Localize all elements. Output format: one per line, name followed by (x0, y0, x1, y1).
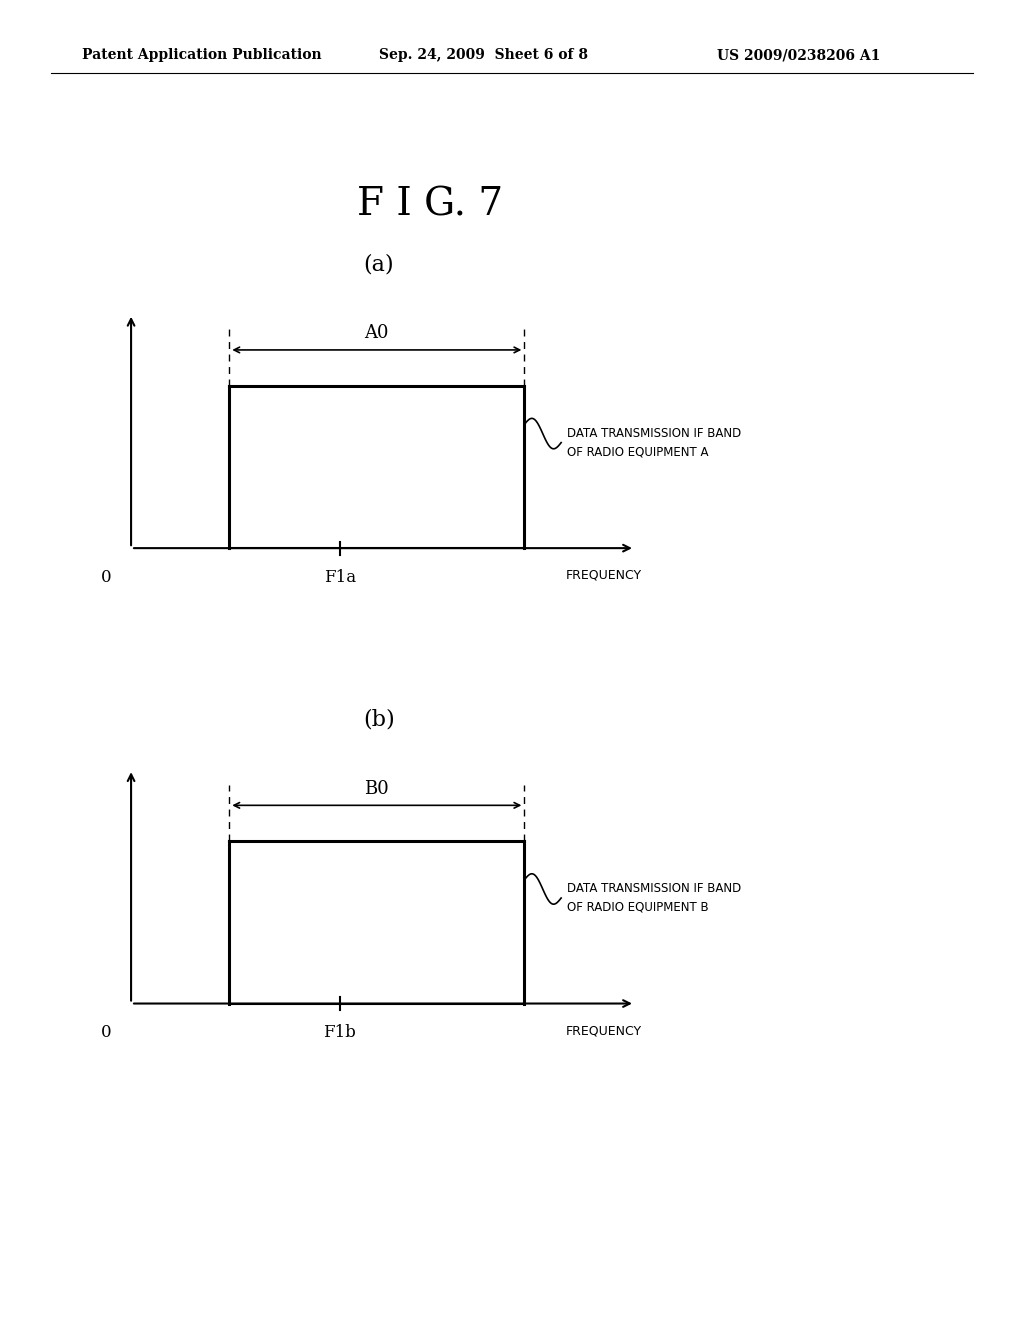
Text: (a): (a) (364, 253, 394, 275)
Text: Sep. 24, 2009  Sheet 6 of 8: Sep. 24, 2009 Sheet 6 of 8 (379, 49, 588, 62)
Text: DATA TRANSMISSION IF BAND
OF RADIO EQUIPMENT A: DATA TRANSMISSION IF BAND OF RADIO EQUIP… (567, 428, 741, 458)
Text: FREQUENCY: FREQUENCY (566, 1024, 642, 1038)
Text: 0: 0 (101, 1024, 112, 1041)
Text: A0: A0 (365, 325, 389, 342)
Text: Patent Application Publication: Patent Application Publication (82, 49, 322, 62)
Text: F1a: F1a (324, 569, 356, 586)
Text: F I G. 7: F I G. 7 (357, 186, 503, 223)
Text: B0: B0 (365, 780, 389, 797)
Text: (b): (b) (362, 709, 395, 730)
Text: US 2009/0238206 A1: US 2009/0238206 A1 (717, 49, 881, 62)
Text: FREQUENCY: FREQUENCY (566, 569, 642, 582)
Text: F1b: F1b (324, 1024, 356, 1041)
Text: DATA TRANSMISSION IF BAND
OF RADIO EQUIPMENT B: DATA TRANSMISSION IF BAND OF RADIO EQUIP… (567, 883, 741, 913)
Text: 0: 0 (101, 569, 112, 586)
